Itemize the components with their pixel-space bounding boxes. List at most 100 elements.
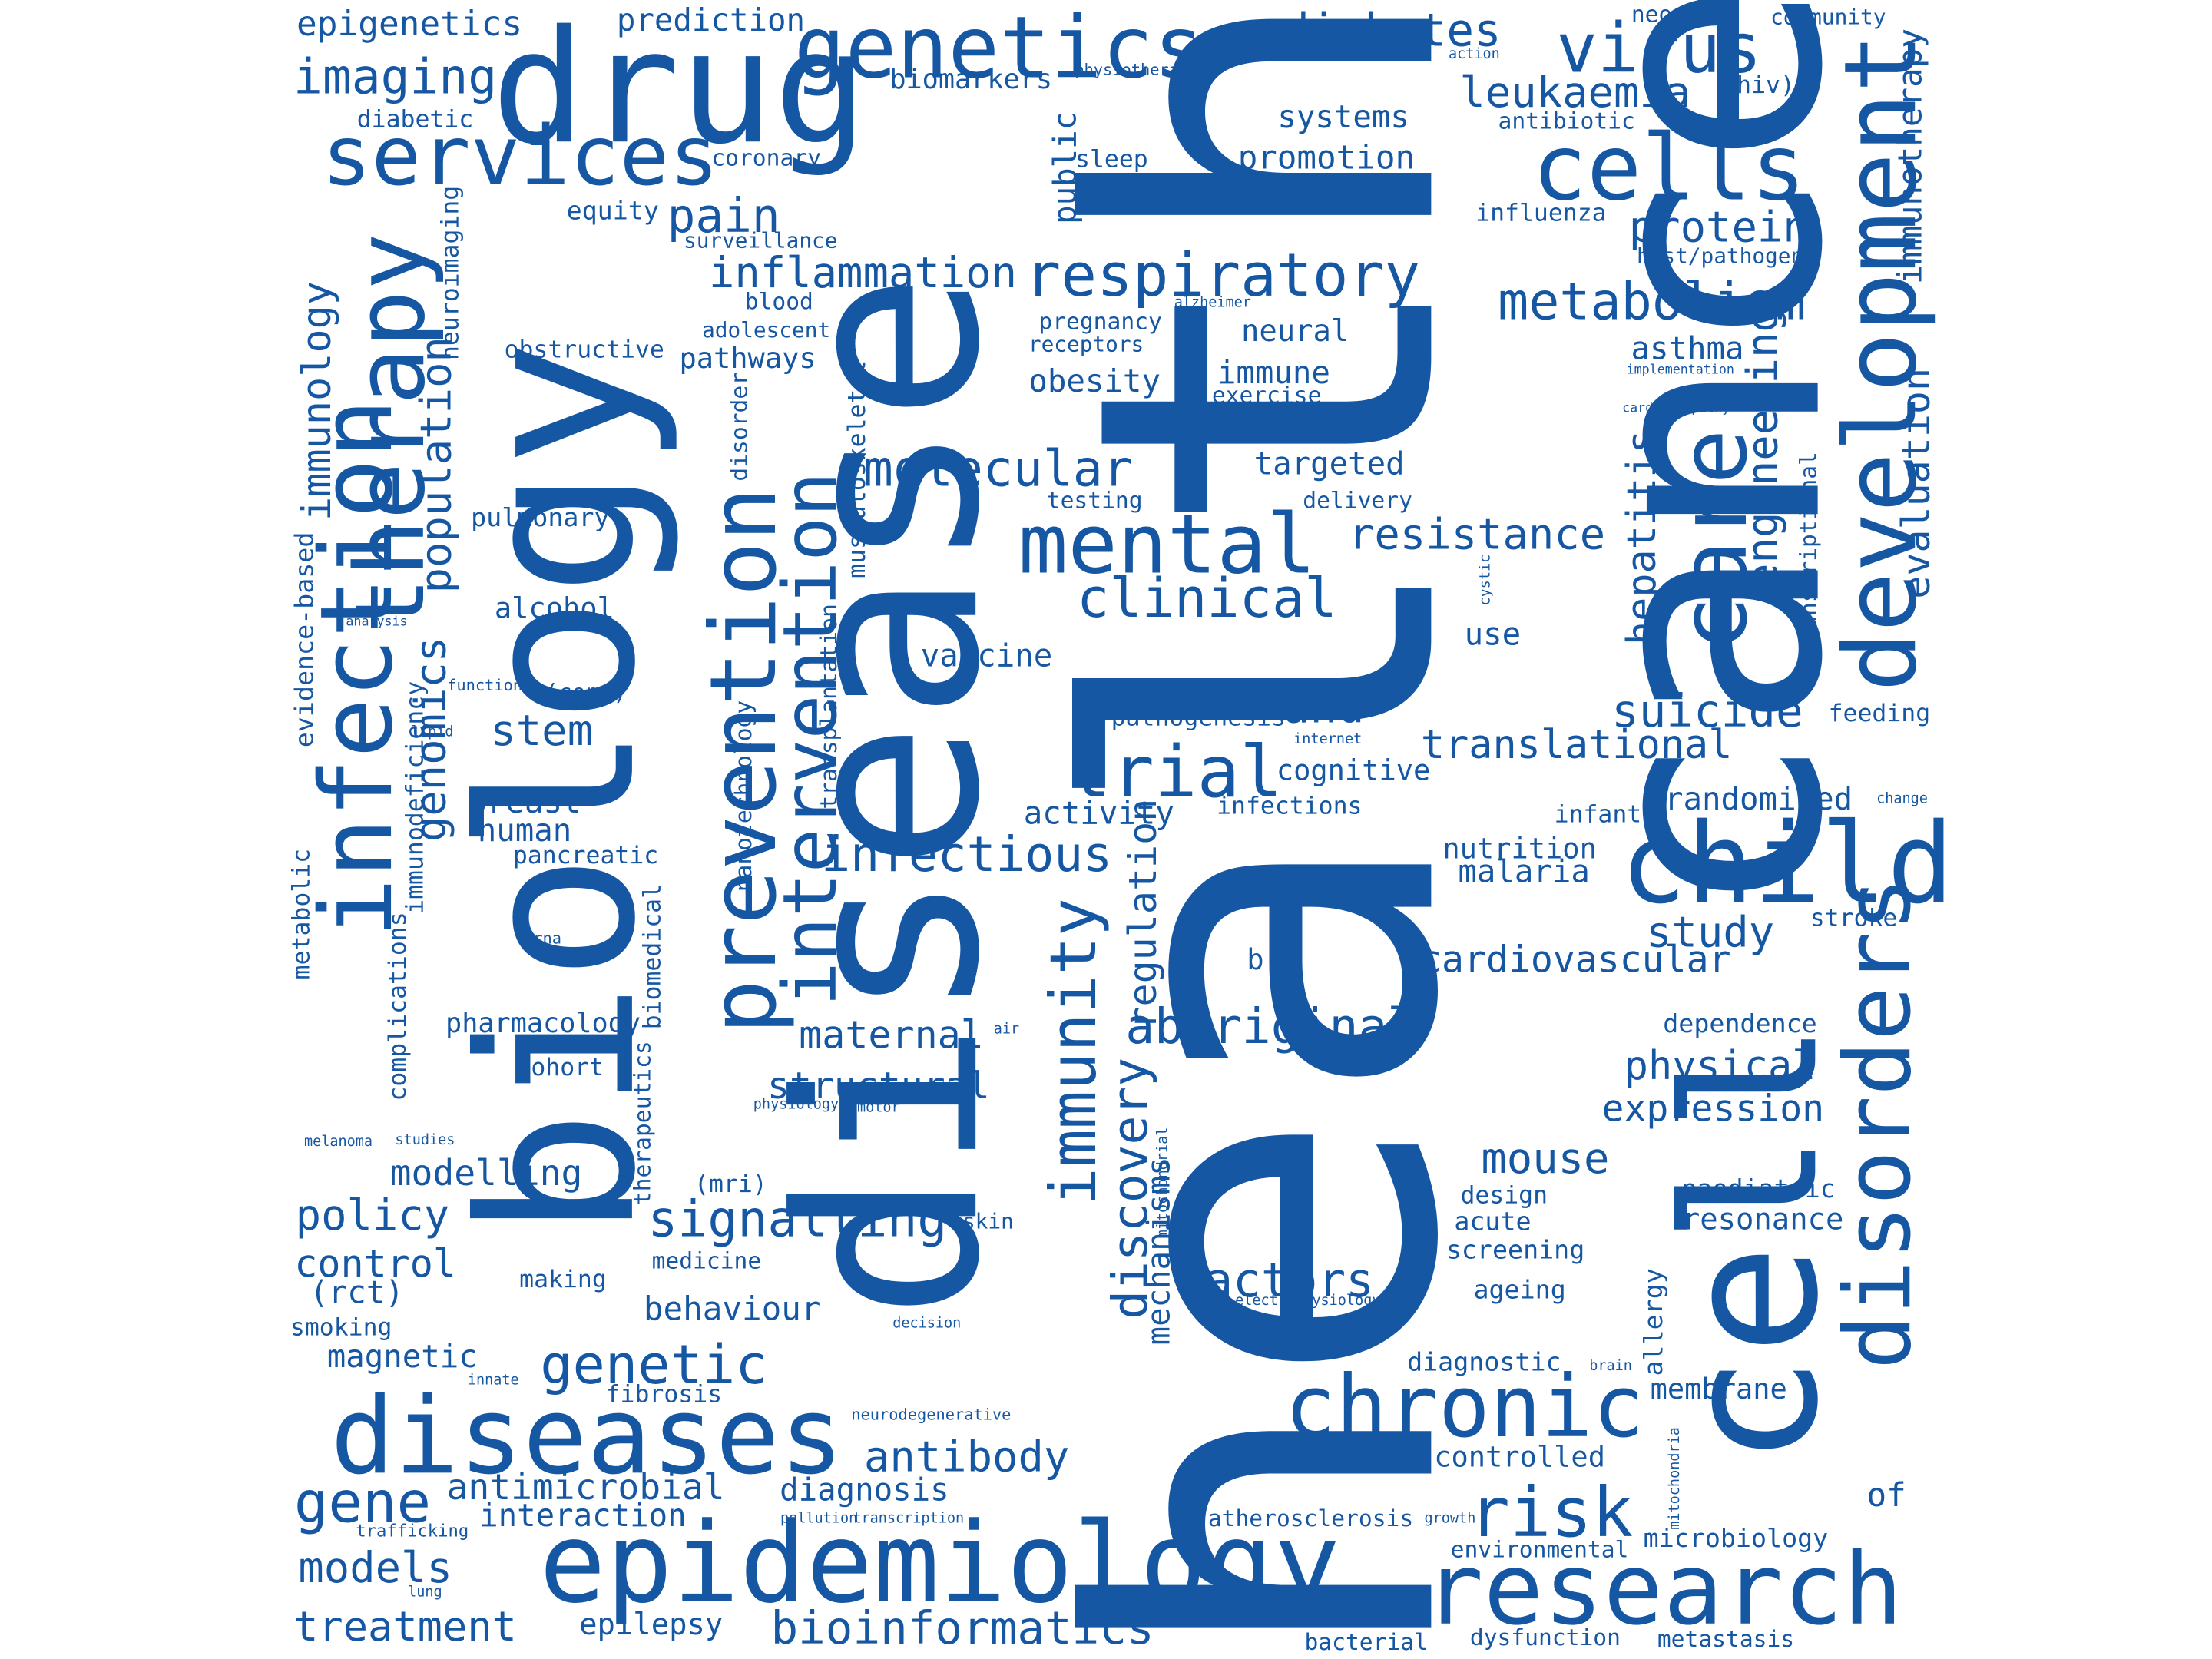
cloud-word: cells xyxy=(1532,114,1806,220)
cloud-word: genetic xyxy=(540,1333,767,1396)
cloud-word: blood xyxy=(745,288,813,314)
cloud-word: pregnancy xyxy=(1038,308,1161,334)
cloud-word: activity xyxy=(1024,795,1174,832)
cloud-word: transplantation xyxy=(816,604,842,809)
cloud-word: of xyxy=(1867,1476,1906,1515)
cloud-word: nanotechnology xyxy=(730,700,757,892)
cloud-word: membrane xyxy=(1651,1373,1787,1406)
cloud-word: child xyxy=(1620,800,1954,929)
cloud-word: microbiology xyxy=(1644,1523,1829,1553)
cloud-word: (hiv) xyxy=(1722,71,1795,99)
cloud-word: therapy xyxy=(336,233,446,634)
cloud-word: community xyxy=(1770,5,1886,30)
cloud-word: screening xyxy=(1446,1234,1584,1264)
cloud-word: immunity xyxy=(1036,898,1111,1206)
cloud-word: medicine xyxy=(652,1248,762,1274)
cloud-word: health xyxy=(996,0,1542,1659)
cloud-word: cardiomyopathy xyxy=(1622,401,1730,416)
cloud-word: metabolism xyxy=(1498,271,1806,331)
cloud-word: pancreatic xyxy=(513,842,658,869)
cloud-word: ageing xyxy=(1473,1274,1565,1304)
cloud-word: discovery xyxy=(1102,1058,1158,1320)
cloud-word: smoking xyxy=(290,1314,392,1342)
cloud-word: mouse xyxy=(1481,1134,1609,1184)
cloud-word: intervention xyxy=(767,472,853,1006)
cloud-word: diagnostic xyxy=(1407,1347,1561,1377)
cloud-word: imaging xyxy=(293,48,497,104)
cloud-word: behaviour xyxy=(644,1290,821,1329)
cloud-word: treatment xyxy=(293,1602,517,1651)
cloud-word: lung xyxy=(408,1584,442,1601)
cloud-word: biomedical xyxy=(639,884,667,1029)
cloud-word: asthma xyxy=(1631,329,1743,366)
cloud-word: stem xyxy=(490,706,593,756)
cloud-word: genetics xyxy=(794,0,1205,98)
cloud-word: physical xyxy=(1624,1043,1816,1089)
cloud-word: skin xyxy=(962,1208,1014,1233)
cloud-word: research xyxy=(1424,1532,1903,1647)
cloud-word: design xyxy=(1460,1182,1548,1210)
cloud-word: alzheimer xyxy=(1174,295,1251,311)
cloud-word: diseases xyxy=(330,1373,844,1498)
cloud-word: innate xyxy=(468,1373,519,1389)
cloud-word: decision xyxy=(892,1316,961,1332)
cloud-word: nutrition xyxy=(1442,832,1596,865)
cloud-word: models xyxy=(298,1543,452,1593)
cloud-word: neural xyxy=(1241,314,1349,349)
cloud-word: primary xyxy=(1124,679,1232,709)
cloud-word: controlled xyxy=(1434,1441,1605,1474)
cloud-word: study xyxy=(1646,908,1774,958)
cloud-word: physiotherapy xyxy=(1075,61,1197,79)
cloud-word: antibiotic xyxy=(1498,108,1635,134)
cloud-word: air xyxy=(994,1022,1019,1038)
cloud-word: obesity xyxy=(1028,363,1161,399)
cloud-word: suicide xyxy=(1611,684,1803,737)
cloud-word: bioinformatics xyxy=(770,1601,1154,1654)
cloud-word: physiology xyxy=(753,1097,839,1113)
cloud-word: delivery xyxy=(1303,488,1412,514)
cloud-word: resistance xyxy=(1349,509,1605,559)
cloud-word: cancer xyxy=(1528,0,1892,920)
cloud-word: making xyxy=(519,1266,607,1293)
cloud-word: prediction xyxy=(617,2,805,38)
cloud-word: pathways xyxy=(679,342,816,375)
cloud-word: biology xyxy=(435,339,683,1238)
cloud-word: influenza xyxy=(1475,200,1606,227)
cloud-word: immunology xyxy=(294,281,340,521)
cloud-word: control xyxy=(294,1241,456,1286)
cloud-word: mental xyxy=(1018,496,1316,592)
cloud-word: infections xyxy=(1217,792,1362,820)
cloud-word: modelling xyxy=(390,1152,583,1194)
cloud-word: transcriptional xyxy=(1795,452,1821,657)
cloud-word: fibrosis xyxy=(606,1381,723,1409)
cloud-word: allergy xyxy=(1638,1268,1668,1376)
cloud-word: targeted xyxy=(1254,445,1405,482)
cloud-word: (rct) xyxy=(310,1273,404,1310)
cloud-word: metabolic xyxy=(287,849,315,979)
cloud-word: diagnosis xyxy=(780,1472,949,1508)
cloud-word: neonatal xyxy=(1631,2,1741,28)
cloud-word: maternal xyxy=(799,1012,984,1057)
cloud-word: trial xyxy=(1068,730,1283,813)
cloud-word: signalling xyxy=(647,1191,947,1249)
cloud-word: policy xyxy=(296,1190,450,1240)
cloud-word: (copd) xyxy=(545,679,627,705)
cloud-word: therapeutics xyxy=(630,1041,656,1205)
cloud-word: evidence-based xyxy=(290,532,320,748)
cloud-word: cognitive xyxy=(1277,754,1430,787)
cloud-word: quality xyxy=(1283,171,1390,201)
cloud-word: host/pathogen xyxy=(1637,243,1803,269)
cloud-word: pharmacology xyxy=(445,1008,641,1039)
cloud-word: engineering xyxy=(1738,306,1788,589)
cloud-word: dependence xyxy=(1663,1008,1816,1038)
cloud-word: randomised xyxy=(1664,780,1853,817)
cloud-word: infant xyxy=(1555,801,1642,829)
cloud-word: population xyxy=(412,336,462,593)
cloud-word: b xyxy=(1247,943,1263,976)
cloud-word: mechanisms xyxy=(1140,1157,1177,1345)
cloud-word: dysfunction xyxy=(1470,1624,1621,1651)
cloud-word: hepatitis xyxy=(1619,429,1665,645)
cloud-word: immune xyxy=(1217,354,1330,391)
cloud-word: regulation xyxy=(1121,799,1165,1030)
